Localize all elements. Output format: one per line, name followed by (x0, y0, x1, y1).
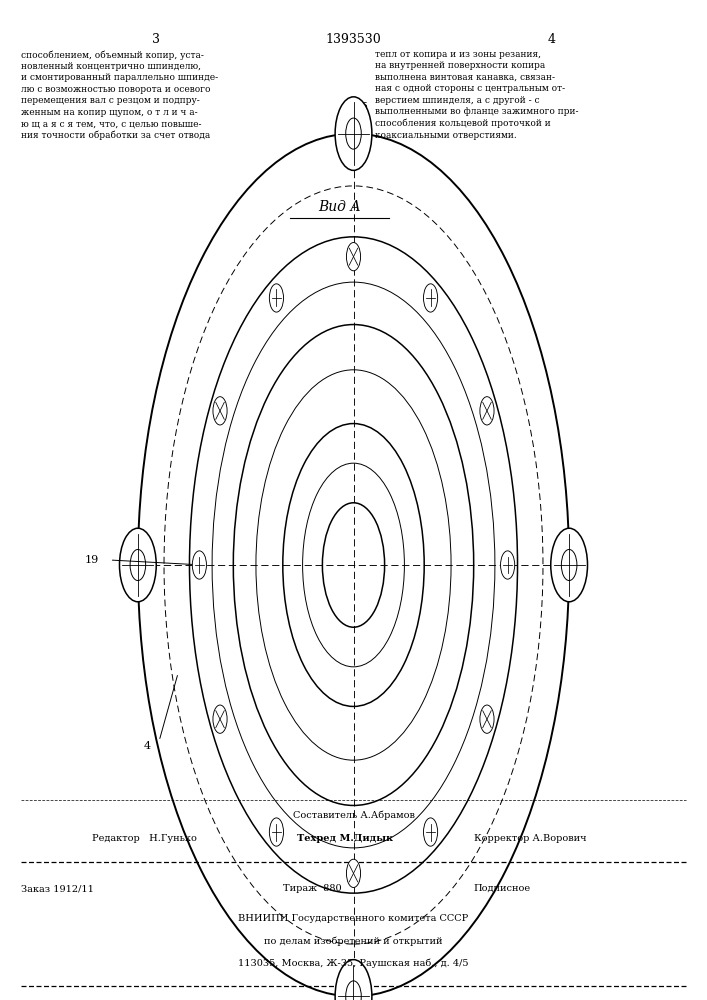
Ellipse shape (269, 284, 284, 312)
Text: Подписное: Подписное (474, 884, 531, 893)
Ellipse shape (346, 243, 361, 271)
Text: 1393530: 1393530 (326, 33, 381, 46)
Text: Редактор   Н.Гунько: Редактор Н.Гунько (92, 834, 197, 843)
Ellipse shape (551, 528, 588, 602)
Text: Техред М.Дидык: Техред М.Дидык (297, 834, 393, 843)
Text: Вид А: Вид А (318, 200, 361, 214)
Text: 19: 19 (85, 555, 99, 565)
Text: 4: 4 (144, 741, 151, 751)
Text: 5: 5 (361, 102, 367, 111)
Ellipse shape (213, 705, 227, 733)
Text: способлением, объемный копир, уста-
новленный концентрично шпинделю,
и смонтиров: способлением, объемный копир, уста- новл… (21, 50, 218, 140)
Text: 113035, Москва, Ж-35, Раушская наб., д. 4/5: 113035, Москва, Ж-35, Раушская наб., д. … (238, 958, 469, 968)
Text: ВНИИПИ Государственного комитета СССР: ВНИИПИ Государственного комитета СССР (238, 914, 469, 923)
Ellipse shape (423, 284, 438, 312)
Ellipse shape (480, 397, 494, 425)
Ellipse shape (335, 960, 372, 1000)
Text: тепл от копира и из зоны резания,
на внутренней поверхности копира
выполнена вин: тепл от копира и из зоны резания, на вну… (375, 50, 578, 140)
Text: Тираж  880: Тираж 880 (283, 884, 341, 893)
Ellipse shape (192, 551, 206, 579)
Ellipse shape (501, 551, 515, 579)
Text: Корректор А.Ворович: Корректор А.Ворович (474, 834, 586, 843)
Ellipse shape (335, 97, 372, 170)
Text: по делам изобретений и открытий: по делам изобретений и открытий (264, 936, 443, 946)
Text: Заказ 1912/11: Заказ 1912/11 (21, 884, 94, 893)
Ellipse shape (213, 397, 227, 425)
Ellipse shape (346, 859, 361, 887)
Ellipse shape (269, 818, 284, 846)
Text: 3: 3 (151, 33, 160, 46)
Text: Составитель А.Абрамов: Составитель А.Абрамов (293, 810, 414, 820)
Ellipse shape (423, 818, 438, 846)
Ellipse shape (480, 705, 494, 733)
Text: 4: 4 (547, 33, 556, 46)
Ellipse shape (119, 528, 156, 602)
